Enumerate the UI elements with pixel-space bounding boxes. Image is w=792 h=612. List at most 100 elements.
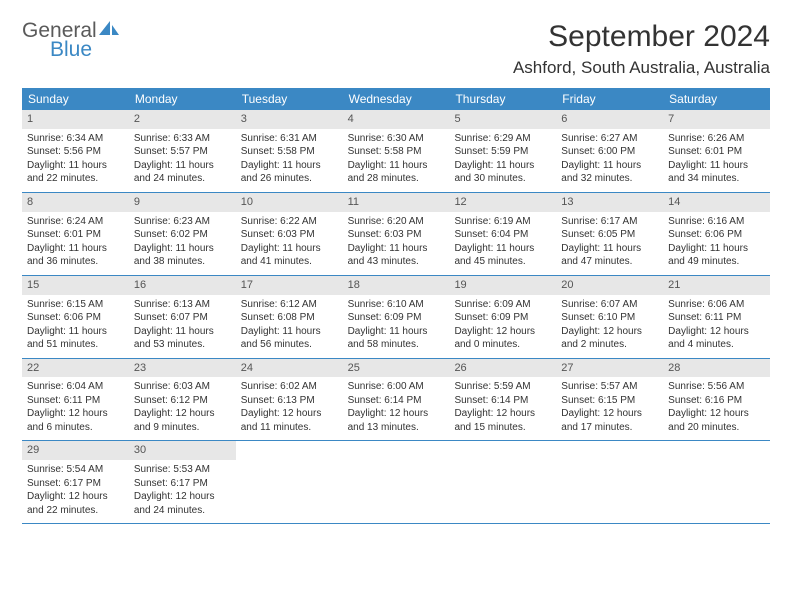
daylight-line: Daylight: 11 hours [348, 159, 445, 173]
daylight-line: and 24 minutes. [134, 504, 231, 518]
sunset-line: Sunset: 6:12 PM [134, 394, 231, 408]
sunrise-line: Sunrise: 6:16 AM [668, 215, 765, 229]
day-number: 13 [556, 193, 663, 212]
sunrise-line: Sunrise: 6:26 AM [668, 132, 765, 146]
daylight-line: Daylight: 11 hours [134, 159, 231, 173]
daylight-line: and 20 minutes. [668, 421, 765, 435]
daylight-line: Daylight: 12 hours [454, 325, 551, 339]
day-number: 10 [236, 193, 343, 212]
daylight-line: and 9 minutes. [134, 421, 231, 435]
daylight-line: and 47 minutes. [561, 255, 658, 269]
sunset-line: Sunset: 5:58 PM [241, 145, 338, 159]
sunset-line: Sunset: 6:15 PM [561, 394, 658, 408]
day-number: 15 [22, 276, 129, 295]
day-number: 12 [449, 193, 556, 212]
daylight-line: Daylight: 11 hours [348, 325, 445, 339]
day-cell: 11Sunrise: 6:20 AMSunset: 6:03 PMDayligh… [343, 193, 450, 275]
logo-sail-icon [99, 20, 119, 41]
logo-text: General Blue [22, 20, 119, 60]
day-number: 18 [343, 276, 450, 295]
dayheader-friday: Friday [556, 88, 663, 110]
day-number: 20 [556, 276, 663, 295]
sunset-line: Sunset: 6:17 PM [134, 477, 231, 491]
daylight-line: Daylight: 12 hours [454, 407, 551, 421]
daylight-line: Daylight: 12 hours [241, 407, 338, 421]
day-cell: 25Sunrise: 6:00 AMSunset: 6:14 PMDayligh… [343, 359, 450, 441]
sunset-line: Sunset: 6:02 PM [134, 228, 231, 242]
sunset-line: Sunset: 6:06 PM [27, 311, 124, 325]
daylight-line: Daylight: 12 hours [561, 325, 658, 339]
sunrise-line: Sunrise: 6:03 AM [134, 380, 231, 394]
sunset-line: Sunset: 6:13 PM [241, 394, 338, 408]
sunset-line: Sunset: 5:58 PM [348, 145, 445, 159]
day-number: 27 [556, 359, 663, 378]
daylight-line: Daylight: 11 hours [561, 242, 658, 256]
title-block: September 2024 Ashford, South Australia,… [513, 20, 770, 78]
sunset-line: Sunset: 6:08 PM [241, 311, 338, 325]
day-cell: 28Sunrise: 5:56 AMSunset: 6:16 PMDayligh… [663, 359, 770, 441]
day-number: 6 [556, 110, 663, 129]
sunrise-line: Sunrise: 6:27 AM [561, 132, 658, 146]
sunrise-line: Sunrise: 6:20 AM [348, 215, 445, 229]
day-cell: 30 Sunrise: 5:53 AMSunset: 6:17 PMDayligh… [129, 441, 236, 523]
daylight-line: and 56 minutes. [241, 338, 338, 352]
day-number: 28 [663, 359, 770, 378]
daylight-line: Daylight: 12 hours [134, 407, 231, 421]
day-number: 29 [22, 441, 129, 460]
day-cell: 21Sunrise: 6:06 AMSunset: 6:11 PMDayligh… [663, 276, 770, 358]
daylight-line: and 6 minutes. [27, 421, 124, 435]
daylight-line: and 49 minutes. [668, 255, 765, 269]
sunset-line: Sunset: 6:09 PM [454, 311, 551, 325]
day-number: 22 [22, 359, 129, 378]
daylight-line: Daylight: 12 hours [561, 407, 658, 421]
week-row: 29Sunrise: 5:54 AMSunset: 6:17 PMDayligh… [22, 441, 770, 524]
week-row: 8Sunrise: 6:24 AMSunset: 6:01 PMDaylight… [22, 193, 770, 276]
sunrise-line: Sunrise: 6:02 AM [241, 380, 338, 394]
day-number: 2 [129, 110, 236, 129]
sunrise-line: Sunrise: 6:23 AM [134, 215, 231, 229]
daylight-line: and 38 minutes. [134, 255, 231, 269]
day-number: 17 [236, 276, 343, 295]
day-cell [449, 441, 556, 523]
sunrise-line: Sunrise: 6:13 AM [134, 298, 231, 312]
sunrise-line: Sunrise: 5:53 AM [134, 463, 231, 477]
daylight-line: and 24 minutes. [134, 172, 231, 186]
daylight-line: and 45 minutes. [454, 255, 551, 269]
sunset-line: Sunset: 6:00 PM [561, 145, 658, 159]
daylight-line: Daylight: 12 hours [134, 490, 231, 504]
day-cell: 19Sunrise: 6:09 AMSunset: 6:09 PMDayligh… [449, 276, 556, 358]
calendar-grid: Sunday Monday Tuesday Wednesday Thursday… [22, 88, 770, 524]
daylight-line: Daylight: 11 hours [241, 242, 338, 256]
week-row: 1Sunrise: 6:34 AMSunset: 5:56 PMDaylight… [22, 110, 770, 193]
daylight-line: and 58 minutes. [348, 338, 445, 352]
logo-blue: Blue [50, 39, 119, 60]
day-cell: 1Sunrise: 6:34 AMSunset: 5:56 PMDaylight… [22, 110, 129, 192]
daylight-line: Daylight: 11 hours [27, 159, 124, 173]
sunrise-line: Sunrise: 6:31 AM [241, 132, 338, 146]
daylight-line: Daylight: 11 hours [134, 325, 231, 339]
daylight-line: and 13 minutes. [348, 421, 445, 435]
daylight-line: Daylight: 11 hours [454, 159, 551, 173]
daylight-line: Daylight: 12 hours [348, 407, 445, 421]
day-number: 30 [129, 441, 236, 460]
daylight-line: Daylight: 12 hours [668, 325, 765, 339]
daylight-line: Daylight: 11 hours [241, 159, 338, 173]
sunrise-line: Sunrise: 6:15 AM [27, 298, 124, 312]
sunset-line: Sunset: 6:11 PM [27, 394, 124, 408]
daylight-line: and 28 minutes. [348, 172, 445, 186]
day-cell: 20Sunrise: 6:07 AMSunset: 6:10 PMDayligh… [556, 276, 663, 358]
sunrise-line: Sunrise: 6:17 AM [561, 215, 658, 229]
day-cell [663, 441, 770, 523]
daylight-line: Daylight: 11 hours [561, 159, 658, 173]
sunset-line: Sunset: 6:01 PM [27, 228, 124, 242]
daylight-line: and 15 minutes. [454, 421, 551, 435]
sunset-line: Sunset: 6:09 PM [348, 311, 445, 325]
daylight-line: Daylight: 11 hours [134, 242, 231, 256]
daylight-line: and 43 minutes. [348, 255, 445, 269]
dayheader-thursday: Thursday [449, 88, 556, 110]
day-cell: 22Sunrise: 6:04 AMSunset: 6:11 PMDayligh… [22, 359, 129, 441]
day-cell: 13Sunrise: 6:17 AMSunset: 6:05 PMDayligh… [556, 193, 663, 275]
day-header-row: Sunday Monday Tuesday Wednesday Thursday… [22, 88, 770, 110]
sunset-line: Sunset: 6:03 PM [348, 228, 445, 242]
sunrise-line: Sunrise: 6:12 AM [241, 298, 338, 312]
